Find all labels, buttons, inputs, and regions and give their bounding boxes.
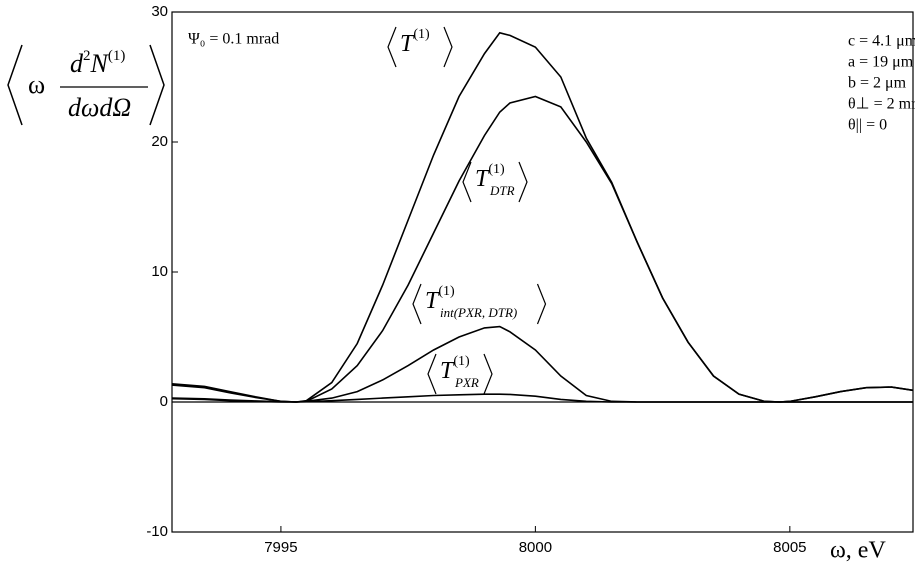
annotation: θ⊥ = 2 mrad xyxy=(848,96,915,113)
bracket xyxy=(387,26,397,68)
series-label-name: T xyxy=(425,288,440,314)
series-label-name: T xyxy=(400,31,415,57)
y-label-denominator: dωdΩ xyxy=(68,93,131,122)
annotation: θ|| = 0 xyxy=(848,117,887,134)
annotation: a = 19 μm xyxy=(848,54,914,71)
bracket xyxy=(443,26,453,68)
bracket xyxy=(483,353,493,395)
series-label: T(1) DTR xyxy=(475,162,515,198)
bracket xyxy=(518,161,528,203)
series-label-sup: (1) xyxy=(453,354,470,369)
series-label-sup: (1) xyxy=(488,162,505,177)
series-line xyxy=(171,393,913,403)
bracket xyxy=(412,283,422,325)
y-tick-label: 0 xyxy=(160,393,168,410)
series-label-name: T xyxy=(475,166,490,192)
x-tick-label: 7995 xyxy=(264,539,297,556)
y-tick-label: 30 xyxy=(151,3,168,20)
annotation: b = 2 μm xyxy=(848,75,907,92)
series-label-sub: int(PXR, DTR) xyxy=(440,305,517,320)
bracket xyxy=(149,44,165,126)
x-tick-label: 8000 xyxy=(519,539,552,556)
series-label-name: T xyxy=(440,358,455,384)
y-tick-label: 20 xyxy=(151,133,168,150)
annotation: c = 4.1 μm xyxy=(848,33,915,50)
y-label-prefix: ω xyxy=(28,70,45,99)
x-tick-label: 8005 xyxy=(773,539,806,556)
y-tick-label: 10 xyxy=(151,263,168,280)
annotation: Ψ₀ = 0.1 mrad xyxy=(188,31,279,48)
bracket xyxy=(462,161,472,203)
x-label: ω, eV xyxy=(830,538,886,564)
series-label: T(1) PXR xyxy=(440,354,479,390)
bracket xyxy=(536,283,547,325)
plot-frame xyxy=(171,11,914,533)
series-line xyxy=(171,31,914,403)
series-label-sup: (1) xyxy=(438,284,455,299)
series-label-sup: (1) xyxy=(413,27,430,42)
series-label-sub: PXR xyxy=(454,375,479,390)
series-label: T(1) xyxy=(400,27,430,56)
bracket xyxy=(7,44,23,126)
series-label-sub: DTR xyxy=(489,183,515,198)
bracket xyxy=(427,353,437,395)
series-line xyxy=(171,325,913,403)
series-label: T(1) int(PXR, DTR) xyxy=(425,284,517,320)
y-tick-label: -10 xyxy=(146,523,168,540)
y-label-numerator: d2N(1) xyxy=(70,48,125,78)
